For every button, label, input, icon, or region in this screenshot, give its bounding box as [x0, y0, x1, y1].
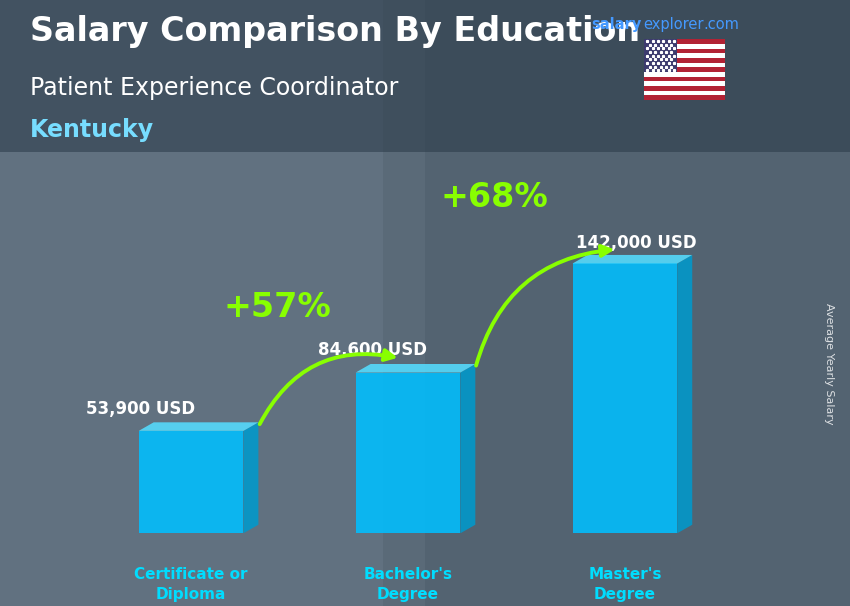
Bar: [644, 44, 725, 48]
Text: .com: .com: [704, 17, 740, 32]
Polygon shape: [355, 364, 475, 373]
Polygon shape: [243, 422, 258, 533]
Text: Salary Comparison By Education: Salary Comparison By Education: [30, 15, 640, 48]
Bar: [644, 62, 725, 67]
Text: explorer: explorer: [643, 17, 704, 32]
Text: Patient Experience Coordinator: Patient Experience Coordinator: [30, 76, 398, 100]
Polygon shape: [573, 264, 677, 533]
Polygon shape: [139, 431, 243, 533]
Text: Kentucky: Kentucky: [30, 118, 154, 142]
Bar: [644, 72, 725, 77]
Bar: [644, 81, 725, 86]
Polygon shape: [355, 373, 461, 533]
Text: +68%: +68%: [440, 181, 548, 215]
Bar: [644, 39, 677, 72]
Text: +57%: +57%: [224, 290, 331, 324]
Text: 53,900 USD: 53,900 USD: [87, 399, 196, 418]
Text: Certificate or
Diploma: Certificate or Diploma: [134, 567, 248, 602]
Text: salary: salary: [591, 17, 641, 32]
Bar: [644, 67, 725, 72]
Bar: [644, 48, 725, 53]
Text: Master's
Degree: Master's Degree: [588, 567, 661, 602]
Bar: [644, 77, 725, 81]
Bar: [644, 95, 725, 100]
Bar: [644, 53, 725, 58]
Text: 84,600 USD: 84,600 USD: [318, 341, 428, 359]
Bar: [425, 0, 850, 606]
Bar: [644, 91, 725, 95]
Text: Average Yearly Salary: Average Yearly Salary: [824, 303, 834, 424]
Bar: [644, 86, 725, 91]
Text: Bachelor's
Degree: Bachelor's Degree: [364, 567, 452, 602]
Bar: [0, 0, 382, 606]
Polygon shape: [677, 255, 692, 533]
Bar: [0, 0, 850, 152]
Polygon shape: [139, 422, 258, 431]
Text: 142,000 USD: 142,000 USD: [576, 234, 697, 252]
Bar: [644, 58, 725, 62]
Polygon shape: [573, 255, 692, 264]
Polygon shape: [461, 364, 475, 533]
Bar: [644, 39, 725, 44]
